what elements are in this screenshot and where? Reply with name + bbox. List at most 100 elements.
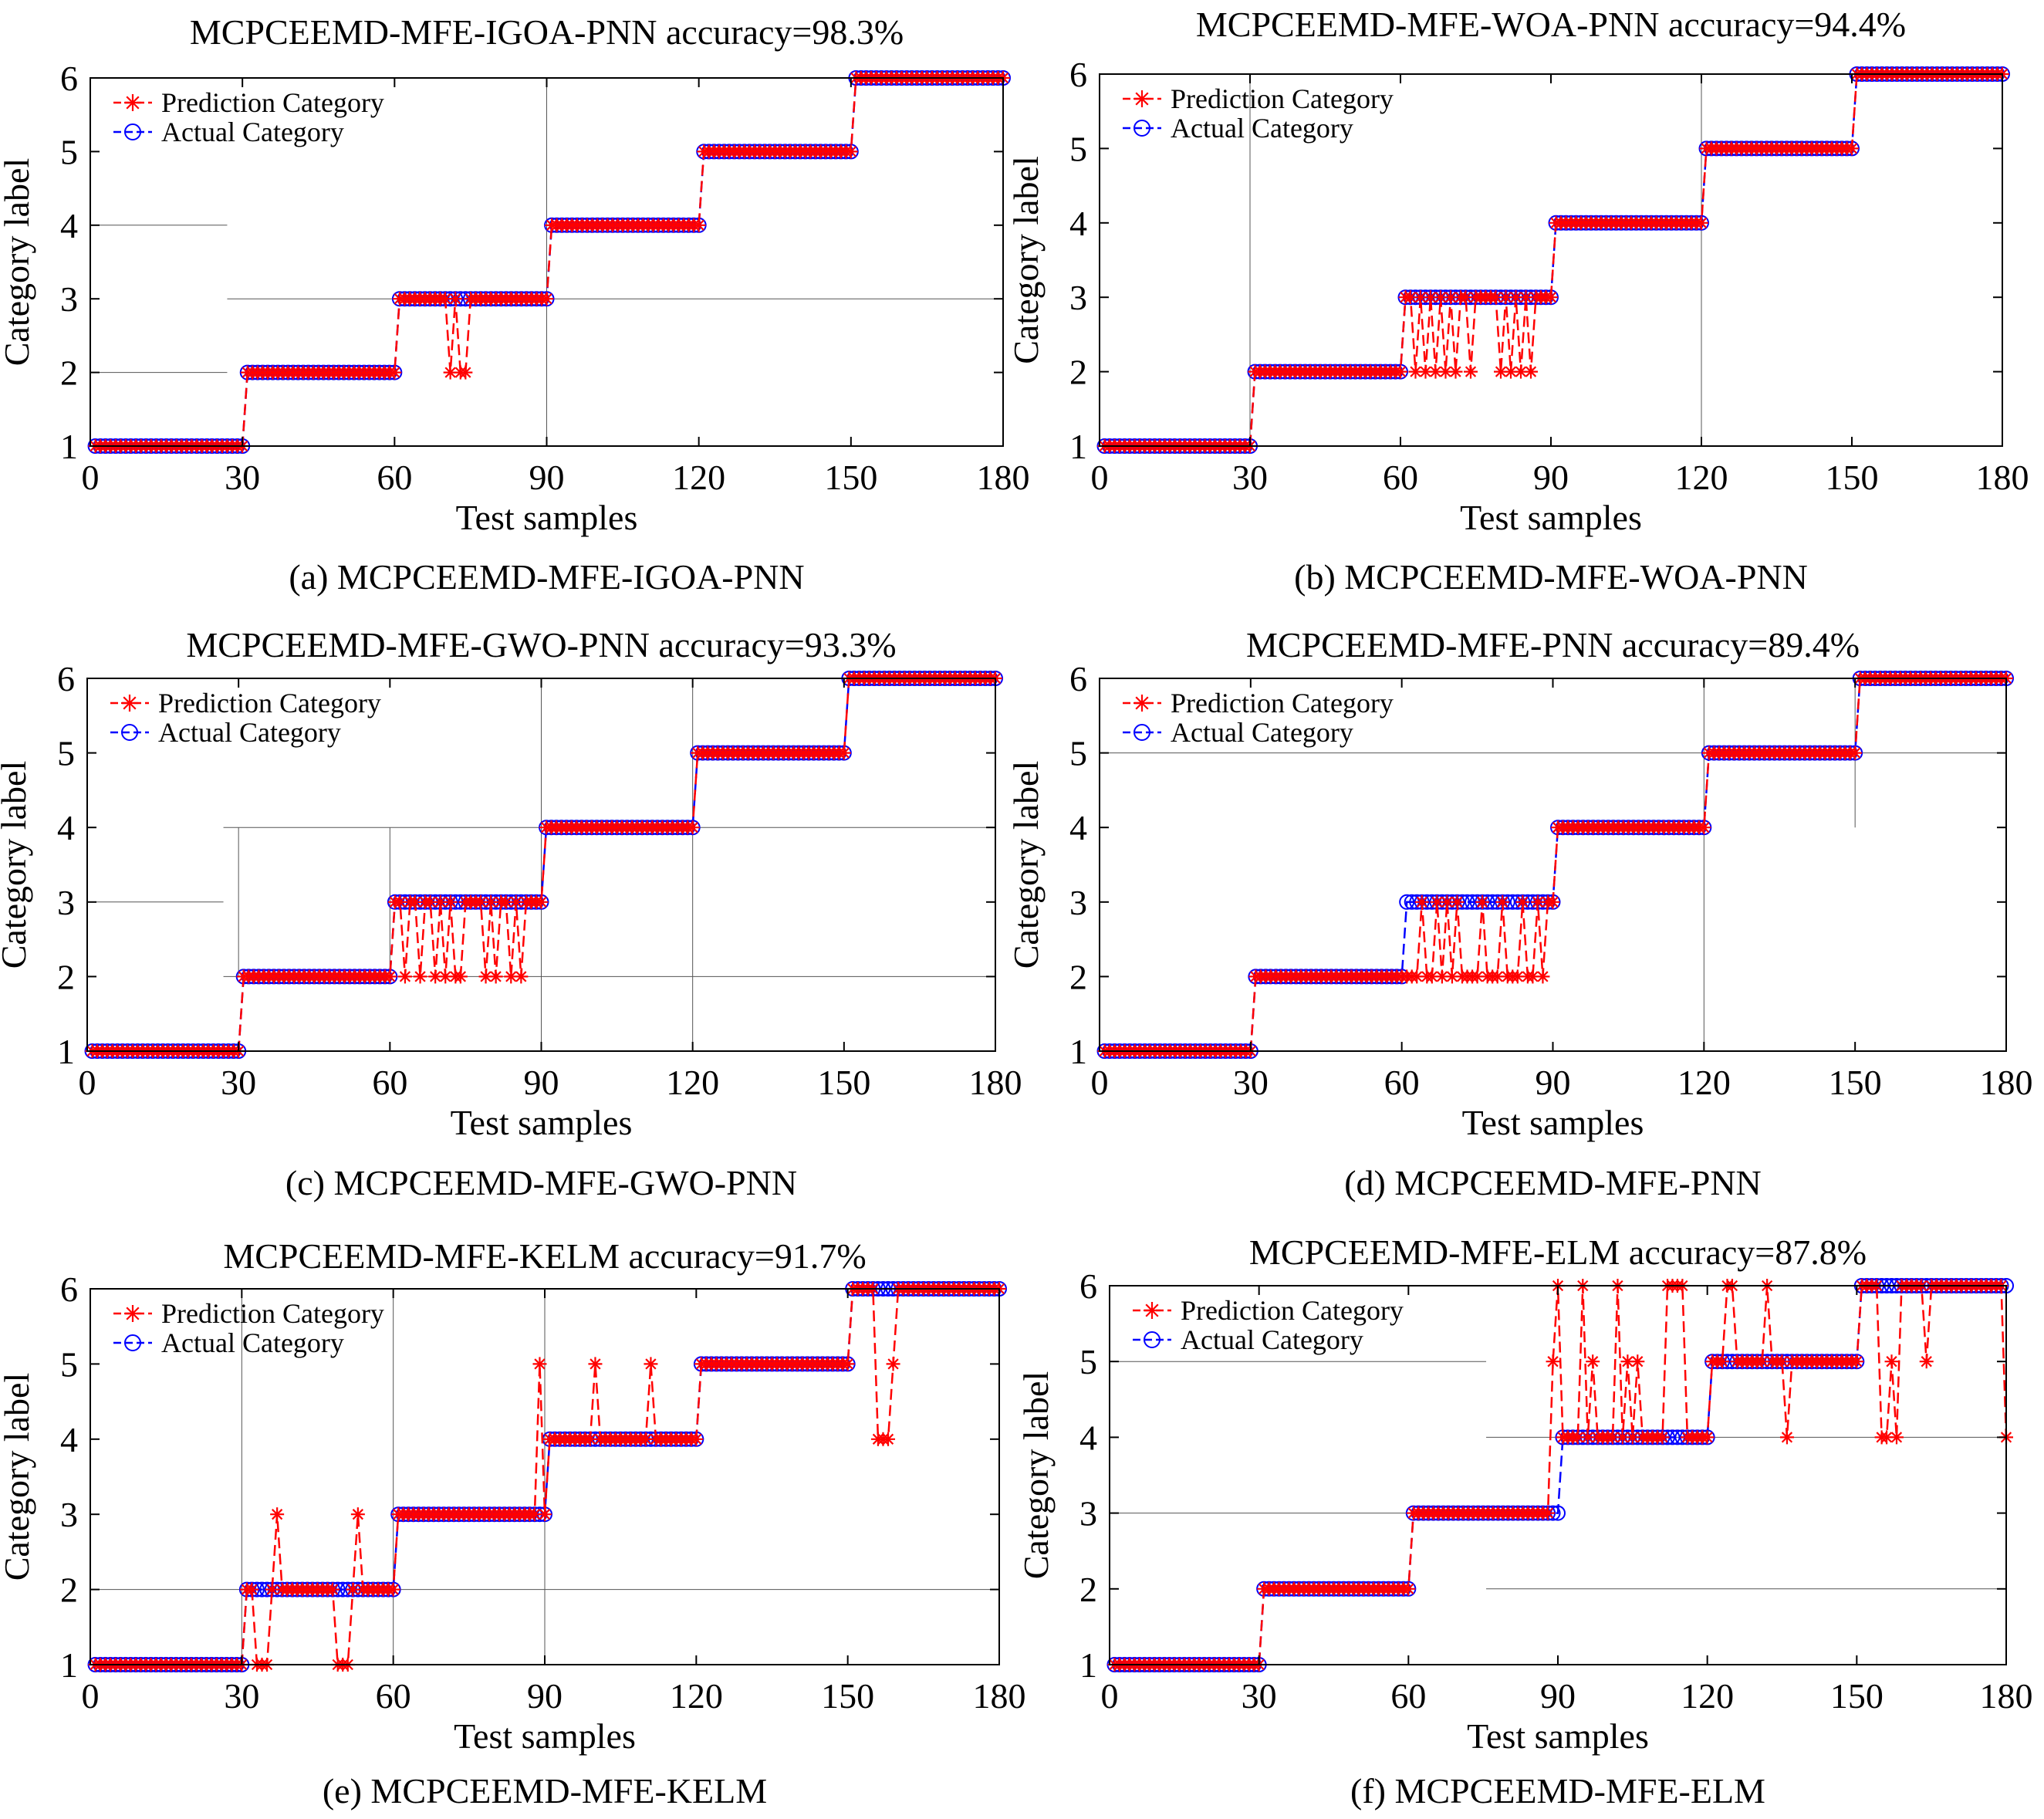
legend-actual-label: Actual Category [158, 717, 341, 748]
y-tick-label: 3 [60, 279, 78, 319]
star-stroke [1695, 217, 1708, 228]
prediction-point [1394, 364, 1407, 379]
prediction-point [1133, 90, 1150, 107]
star-stroke [1424, 292, 1437, 303]
star-stroke [1525, 366, 1537, 377]
x-tick-label: 150 [817, 1063, 870, 1102]
prediction-point [539, 292, 554, 306]
legend-actual-label: Actual Category [161, 117, 344, 147]
prediction-point [1536, 969, 1550, 984]
star-stroke [1420, 366, 1431, 377]
y-tick-label: 1 [60, 427, 78, 466]
legend-actual-label: Actual Category [1171, 113, 1353, 144]
prediction-point [387, 365, 402, 380]
y-tick-label: 2 [57, 957, 75, 996]
x-tick-label: 180 [1980, 1063, 2033, 1102]
star-stroke [450, 293, 461, 305]
star-stroke [1520, 292, 1532, 303]
y-tick-label: 1 [1069, 427, 1087, 466]
star-stroke [1460, 292, 1471, 303]
star-stroke [389, 367, 400, 378]
star-stroke [1846, 143, 1858, 154]
chart-title: MCPCEEMD-MFE-IGOA-PNN accuracy=98.3% [190, 12, 904, 52]
y-tick-label: 5 [1069, 734, 1087, 773]
panel-caption: (a) MCPCEEMD-MFE-IGOA-PNN [289, 557, 804, 597]
panels: MCPCEEMD-MFE-IGOA-PNN accuracy=98.3%0 30 6… [0, 5, 2033, 1811]
x-tick-label: 90 [524, 1063, 559, 1102]
x-tick-label: 0 [1091, 1063, 1109, 1102]
legend-prediction-label: Prediction Category [1171, 688, 1394, 718]
y-axis-label: Category label [0, 761, 33, 969]
y-tick-label: 6 [1069, 55, 1087, 94]
star-stroke [1465, 366, 1477, 377]
prediction-point [1848, 746, 1863, 760]
y-tick-label: 4 [1069, 204, 1087, 243]
grid-lines [90, 78, 1003, 446]
star-stroke [1510, 292, 1522, 303]
star-stroke [1490, 292, 1502, 303]
prediction-point [1424, 290, 1438, 305]
x-tick-label: 120 [666, 1063, 719, 1102]
star-stroke [1495, 366, 1507, 377]
x-tick-label: 150 [1826, 458, 1879, 497]
x-tick-label: 0 [79, 1063, 96, 1102]
prediction-point [1464, 364, 1478, 379]
star-stroke [1414, 292, 1427, 303]
star-stroke [693, 219, 704, 231]
star-stroke [541, 293, 552, 305]
chart-title: MCPCEEMD-MFE-KELM accuracy=91.7% [223, 1236, 866, 1276]
x-tick-label: 120 [672, 458, 725, 497]
y-tick-label: 3 [1069, 883, 1087, 922]
x-tick-label: 60 [1384, 1063, 1420, 1102]
x-tick-label: 120 [1675, 458, 1728, 497]
star-stroke [444, 367, 456, 378]
prediction-point [1133, 695, 1150, 712]
x-tick-label: 60 [377, 458, 412, 497]
prediction-point [488, 969, 503, 984]
x-tick-label: 30 [225, 458, 260, 497]
prediction-point [1414, 894, 1429, 909]
prediction-point [1544, 290, 1558, 305]
prediction-point [270, 1507, 285, 1522]
x-tick-label: 120 [1677, 1063, 1731, 1102]
chart-title: MCPCEEMD-MFE-PNN accuracy=89.4% [1246, 625, 1860, 664]
y-tick-label: 5 [57, 734, 75, 773]
legend-prediction-label: Prediction Category [161, 87, 384, 118]
star-stroke [1505, 366, 1517, 377]
prediction-point [397, 969, 412, 984]
x-tick-label: 30 [1233, 1063, 1269, 1102]
prediction-point [534, 894, 549, 909]
star-stroke [460, 367, 471, 378]
y-tick-label: 4 [60, 206, 78, 245]
x-axis-label: Test samples [1462, 1103, 1644, 1142]
prediction-point [514, 969, 529, 984]
x-axis-label: Test samples [456, 498, 638, 537]
star-stroke [1404, 292, 1417, 303]
star-stroke [1500, 292, 1512, 303]
x-tick-label: 150 [824, 458, 877, 497]
prediction-point [448, 292, 463, 306]
prediction-series-line [95, 76, 1003, 448]
star-stroke [1450, 366, 1461, 377]
prediction-point [453, 969, 468, 984]
y-tick-label: 3 [1069, 278, 1087, 317]
y-tick-label: 4 [57, 808, 75, 847]
prediction-point [443, 894, 458, 909]
x-tick-label: 90 [1533, 458, 1569, 497]
star-stroke [1545, 292, 1557, 303]
y-tick-label: 2 [1069, 353, 1087, 392]
y-tick-label: 1 [1069, 1032, 1087, 1071]
x-tick-label: 180 [1976, 458, 2029, 497]
chart-panel: MCPCEEMD-MFE-WOA-PNN accuracy=94.4% 0 30 60… [1006, 5, 2029, 597]
y-tick-label: 6 [60, 59, 78, 98]
legend-prediction-label: Prediction Category [1171, 83, 1394, 114]
star-stroke [1515, 366, 1527, 377]
y-tick-label: 2 [1069, 957, 1087, 996]
chart-title: MCPCEEMD-MFE-WOA-PNN accuracy=94.4% [1196, 5, 1906, 44]
y-tick-label: 4 [1069, 808, 1087, 847]
prediction-point [438, 292, 453, 306]
y-tick-label: 6 [57, 659, 75, 698]
prediction-point [1498, 290, 1513, 305]
prediction-point [836, 746, 851, 760]
